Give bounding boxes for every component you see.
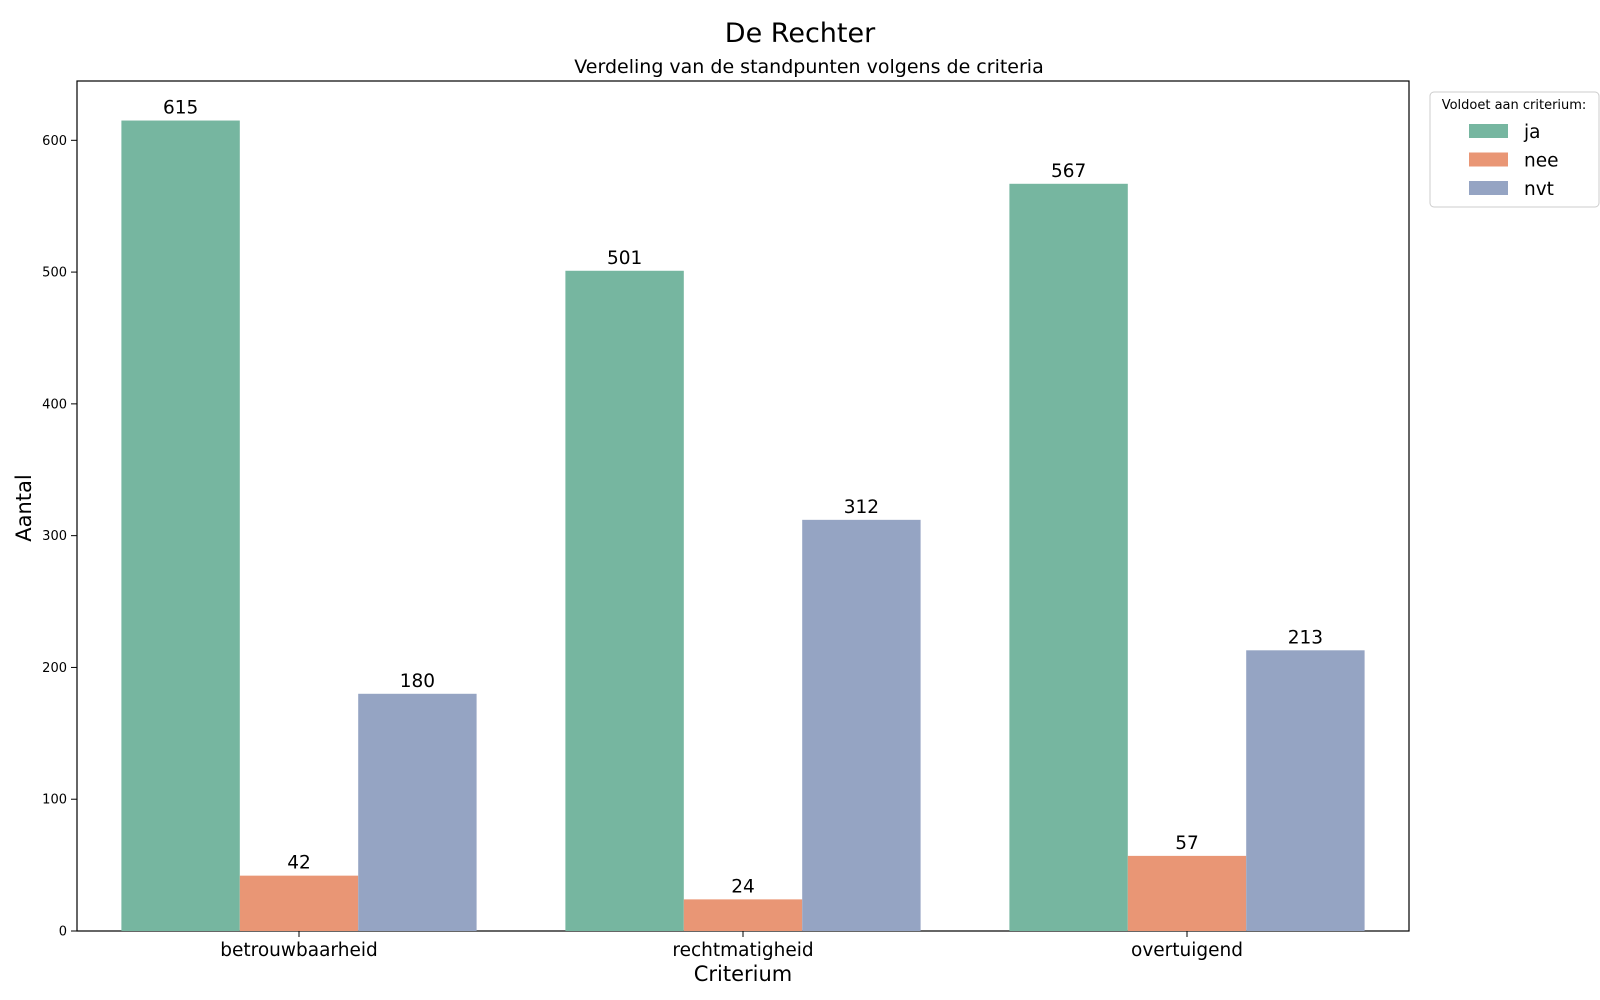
- bar-nee-overtuigend: [1127, 855, 1247, 931]
- legend-label-ja: ja: [1523, 122, 1540, 143]
- x-axis: betrouwbaarheid rechtmatigheid overtuigend: [220, 931, 1243, 961]
- data-label-nee-overtuigend: 57: [1175, 833, 1199, 854]
- bar-ja-rechtmatigheid: [565, 270, 684, 931]
- x-tick-label: overtuigend: [1131, 940, 1243, 961]
- y-tick-label: 600: [42, 134, 67, 149]
- y-tick-label: 100: [42, 793, 67, 808]
- x-tick-label: betrouwbaarheid: [220, 940, 377, 961]
- legend-swatch-nee: [1469, 152, 1508, 167]
- legend-label-nvt: nvt: [1524, 179, 1554, 200]
- bar-ja-overtuigend: [1009, 183, 1128, 931]
- y-axis-label: Aantal: [12, 474, 36, 541]
- chart-subtitle: Verdeling van de standpunten volgens de …: [574, 56, 1043, 78]
- legend-box: [1429, 91, 1600, 208]
- data-label-nvt-betrouwbaarheid: 180: [400, 671, 435, 692]
- bars: [121, 120, 1365, 931]
- data-label-nee-rechtmatigheid: 24: [731, 876, 755, 897]
- bar-nee-betrouwbaarheid: [239, 875, 359, 931]
- y-axis: 0 100 200 300 400 500 600: [42, 134, 77, 940]
- plot-frame: [76, 80, 1410, 932]
- legend: Voldoet aan criterium: ja nee nvt: [1429, 91, 1600, 208]
- legend-title: Voldoet aan criterium:: [1442, 98, 1587, 113]
- legend-label-nee: nee: [1524, 151, 1559, 172]
- x-axis-label: Criterium: [694, 962, 793, 986]
- chart-title: De Rechter: [725, 18, 876, 49]
- bar-nvt-rechtmatigheid: [802, 519, 921, 931]
- x-tick-label: rechtmatigheid: [672, 940, 813, 961]
- data-label-ja-betrouwbaarheid: 615: [163, 98, 198, 119]
- y-tick-label: 200: [42, 661, 67, 676]
- plot-area: [76, 80, 1410, 932]
- data-label-ja-overtuigend: 567: [1051, 161, 1086, 182]
- legend-swatch-ja: [1469, 124, 1508, 138]
- data-label-nee-betrouwbaarheid: 42: [287, 853, 311, 874]
- data-label-nvt-overtuigend: 213: [1288, 627, 1323, 648]
- data-labels: 615 42 180 501 24 312 567 57 213: [163, 98, 1323, 898]
- y-tick-label: 300: [42, 529, 67, 544]
- legend-items: ja nee nvt: [1469, 122, 1559, 200]
- data-label-ja-rechtmatigheid: 501: [607, 248, 642, 269]
- legend-swatch-nvt: [1469, 181, 1508, 195]
- bar-nee-rechtmatigheid: [683, 899, 803, 931]
- y-tick-label: 0: [59, 925, 67, 940]
- bar-nvt-betrouwbaarheid: [358, 693, 477, 931]
- y-tick-label: 500: [42, 266, 67, 281]
- bar-ja-betrouwbaarheid: [121, 120, 240, 931]
- y-tick-label: 400: [42, 397, 67, 412]
- bar-nvt-overtuigend: [1246, 650, 1365, 931]
- data-label-nvt-rechtmatigheid: 312: [844, 497, 879, 518]
